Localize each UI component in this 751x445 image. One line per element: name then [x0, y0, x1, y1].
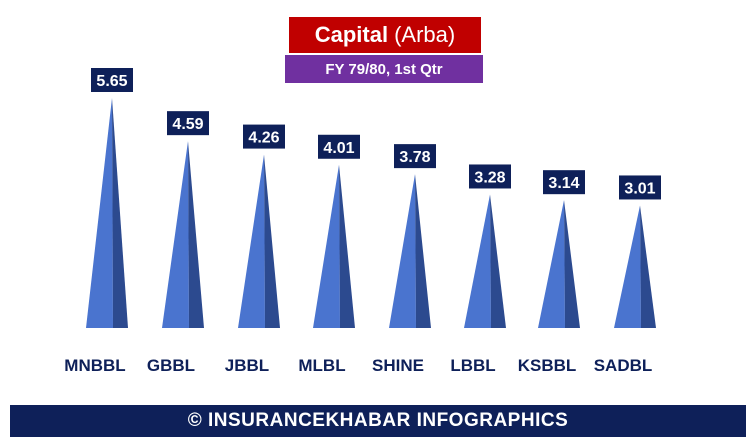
pyramid-side-face	[640, 205, 656, 328]
pyramid-front-face	[86, 98, 113, 328]
value-label-box	[543, 170, 585, 195]
value-label-box	[167, 111, 209, 136]
chart-title: Capital (Arba)	[289, 17, 481, 53]
category-label: KSBBL	[518, 356, 577, 375]
footer-banner: © INSURANCEKHABAR INFOGRAPHICS	[10, 405, 746, 437]
value-label: 5.65	[96, 73, 127, 90]
chart-title-main: Capital	[314, 22, 389, 47]
value-label: 3.28	[474, 169, 505, 186]
value-label: 4.01	[323, 140, 354, 157]
pyramid-side-face	[188, 141, 204, 328]
value-label: 3.78	[399, 149, 430, 166]
pyramid-front-face	[464, 194, 491, 328]
value-label-box	[619, 175, 661, 200]
category-label: GBBL	[147, 356, 195, 375]
pyramid-side-face	[264, 154, 280, 328]
pyramid-side-face	[564, 200, 580, 328]
value-label-box	[243, 124, 285, 149]
value-label-box	[394, 144, 436, 169]
value-label: 4.59	[172, 116, 203, 133]
pyramid-side-face	[415, 174, 431, 328]
value-label-box	[91, 68, 133, 92]
chart-title-unit: (Arba)	[394, 22, 456, 47]
category-label: SHINE	[372, 356, 424, 375]
value-label: 3.14	[548, 175, 579, 192]
pyramid-front-face	[238, 154, 265, 328]
pyramid-front-face	[389, 174, 416, 328]
value-label-box	[469, 164, 511, 189]
value-label: 4.26	[248, 130, 279, 147]
category-label: SADBL	[594, 356, 653, 375]
category-label: MNBBL	[64, 356, 125, 375]
category-label: JBBL	[225, 356, 269, 375]
pyramid-front-face	[538, 200, 565, 328]
value-label: 3.01	[624, 180, 655, 197]
pyramid-side-face	[339, 164, 355, 328]
category-label: MLBL	[298, 356, 345, 375]
pyramid-front-face	[614, 205, 641, 328]
pyramid-chart: 5.65 MNBBL 4.59 GBBL 4.26 JBBL 4.01 MLBL 3.78 SHI…	[64, 68, 661, 375]
pyramid-side-face	[490, 194, 506, 328]
pyramid-front-face	[162, 141, 189, 328]
value-label-box	[318, 134, 360, 159]
pyramid-front-face	[313, 164, 340, 328]
chart-subtitle: FY 79/80, 1st Qtr	[285, 55, 483, 83]
pyramid-side-face	[112, 98, 128, 328]
category-label: LBBL	[450, 356, 495, 375]
